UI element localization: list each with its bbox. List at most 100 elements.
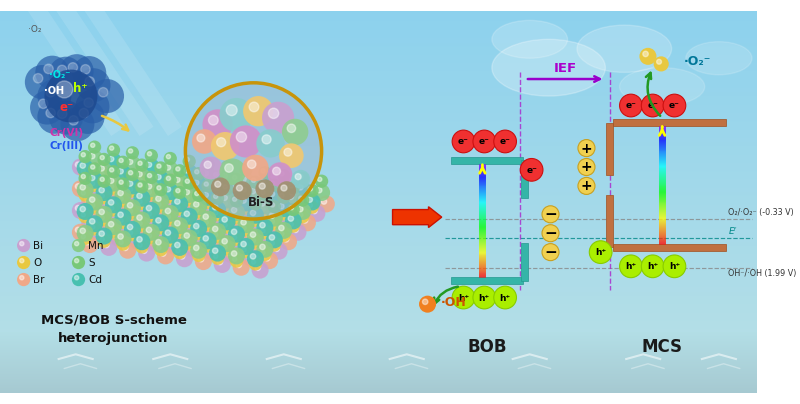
Bar	[0, 118, 757, 119]
Bar	[0, 208, 757, 210]
Circle shape	[233, 197, 237, 201]
Circle shape	[151, 217, 157, 222]
Circle shape	[98, 169, 110, 183]
Bar	[0, 379, 757, 380]
Circle shape	[137, 215, 142, 220]
Circle shape	[90, 143, 95, 147]
Circle shape	[170, 198, 175, 203]
Circle shape	[251, 238, 256, 242]
Circle shape	[134, 211, 150, 229]
Bar	[0, 341, 757, 342]
Circle shape	[135, 175, 149, 188]
Circle shape	[299, 214, 316, 231]
Circle shape	[74, 276, 78, 280]
Bar	[0, 127, 757, 128]
Bar	[0, 268, 757, 269]
Circle shape	[247, 185, 264, 202]
Circle shape	[233, 214, 237, 218]
Circle shape	[170, 176, 175, 181]
Circle shape	[252, 240, 269, 257]
Circle shape	[85, 77, 94, 86]
Bar	[0, 365, 757, 366]
Circle shape	[277, 207, 290, 221]
Circle shape	[280, 231, 284, 236]
Circle shape	[250, 232, 256, 237]
Circle shape	[286, 219, 300, 233]
Circle shape	[91, 227, 108, 244]
Bar	[0, 152, 757, 153]
Bar	[0, 337, 757, 338]
Bar	[0, 357, 757, 358]
Circle shape	[72, 224, 89, 241]
Circle shape	[85, 196, 90, 202]
Bar	[0, 336, 757, 337]
Circle shape	[186, 196, 190, 200]
Circle shape	[119, 220, 136, 237]
Circle shape	[280, 172, 284, 176]
Circle shape	[214, 173, 218, 177]
Bar	[0, 164, 757, 165]
Bar	[0, 246, 757, 247]
Circle shape	[280, 193, 284, 198]
Circle shape	[211, 170, 224, 183]
Bar	[0, 250, 757, 251]
Bar	[0, 362, 757, 363]
Circle shape	[228, 226, 245, 243]
Bar	[0, 40, 757, 41]
Circle shape	[72, 202, 89, 219]
Bar	[0, 12, 757, 13]
Bar	[0, 289, 757, 290]
Circle shape	[204, 178, 222, 196]
Bar	[0, 343, 757, 344]
Bar	[0, 147, 757, 148]
Circle shape	[290, 222, 294, 226]
Bar	[0, 92, 757, 93]
Bar	[0, 154, 757, 155]
Circle shape	[82, 236, 98, 253]
Circle shape	[250, 254, 256, 259]
Circle shape	[222, 195, 227, 200]
Bar	[0, 199, 757, 200]
Circle shape	[34, 74, 43, 83]
Circle shape	[82, 214, 98, 231]
Circle shape	[164, 152, 177, 165]
Text: Cr(VI): Cr(VI)	[49, 128, 83, 138]
Circle shape	[44, 64, 54, 74]
Circle shape	[226, 105, 237, 116]
Circle shape	[157, 247, 174, 265]
Circle shape	[184, 211, 190, 217]
Circle shape	[99, 187, 104, 193]
Circle shape	[208, 182, 213, 187]
Circle shape	[192, 205, 206, 219]
Bar	[0, 163, 757, 164]
Bar	[606, 122, 613, 175]
Circle shape	[282, 119, 308, 145]
Circle shape	[138, 178, 142, 182]
Bar	[0, 332, 757, 333]
Bar	[0, 364, 757, 365]
Bar	[0, 143, 757, 144]
Circle shape	[147, 212, 152, 216]
Bar	[0, 137, 757, 138]
Bar	[0, 213, 757, 214]
Bar	[0, 170, 757, 171]
Circle shape	[313, 184, 330, 201]
Circle shape	[293, 227, 298, 233]
Bar	[0, 88, 757, 89]
Circle shape	[241, 198, 246, 203]
Bar	[0, 339, 757, 340]
Bar	[0, 242, 757, 243]
Circle shape	[132, 236, 138, 241]
Circle shape	[181, 164, 198, 181]
Bar	[0, 370, 757, 371]
Bar	[0, 371, 757, 372]
Bar	[0, 323, 757, 324]
Circle shape	[166, 194, 183, 211]
Bar	[0, 161, 757, 162]
Bar	[0, 351, 757, 352]
Circle shape	[204, 242, 208, 246]
Bar	[0, 109, 757, 110]
Circle shape	[269, 108, 278, 118]
Circle shape	[249, 214, 262, 227]
Bar	[0, 360, 757, 361]
